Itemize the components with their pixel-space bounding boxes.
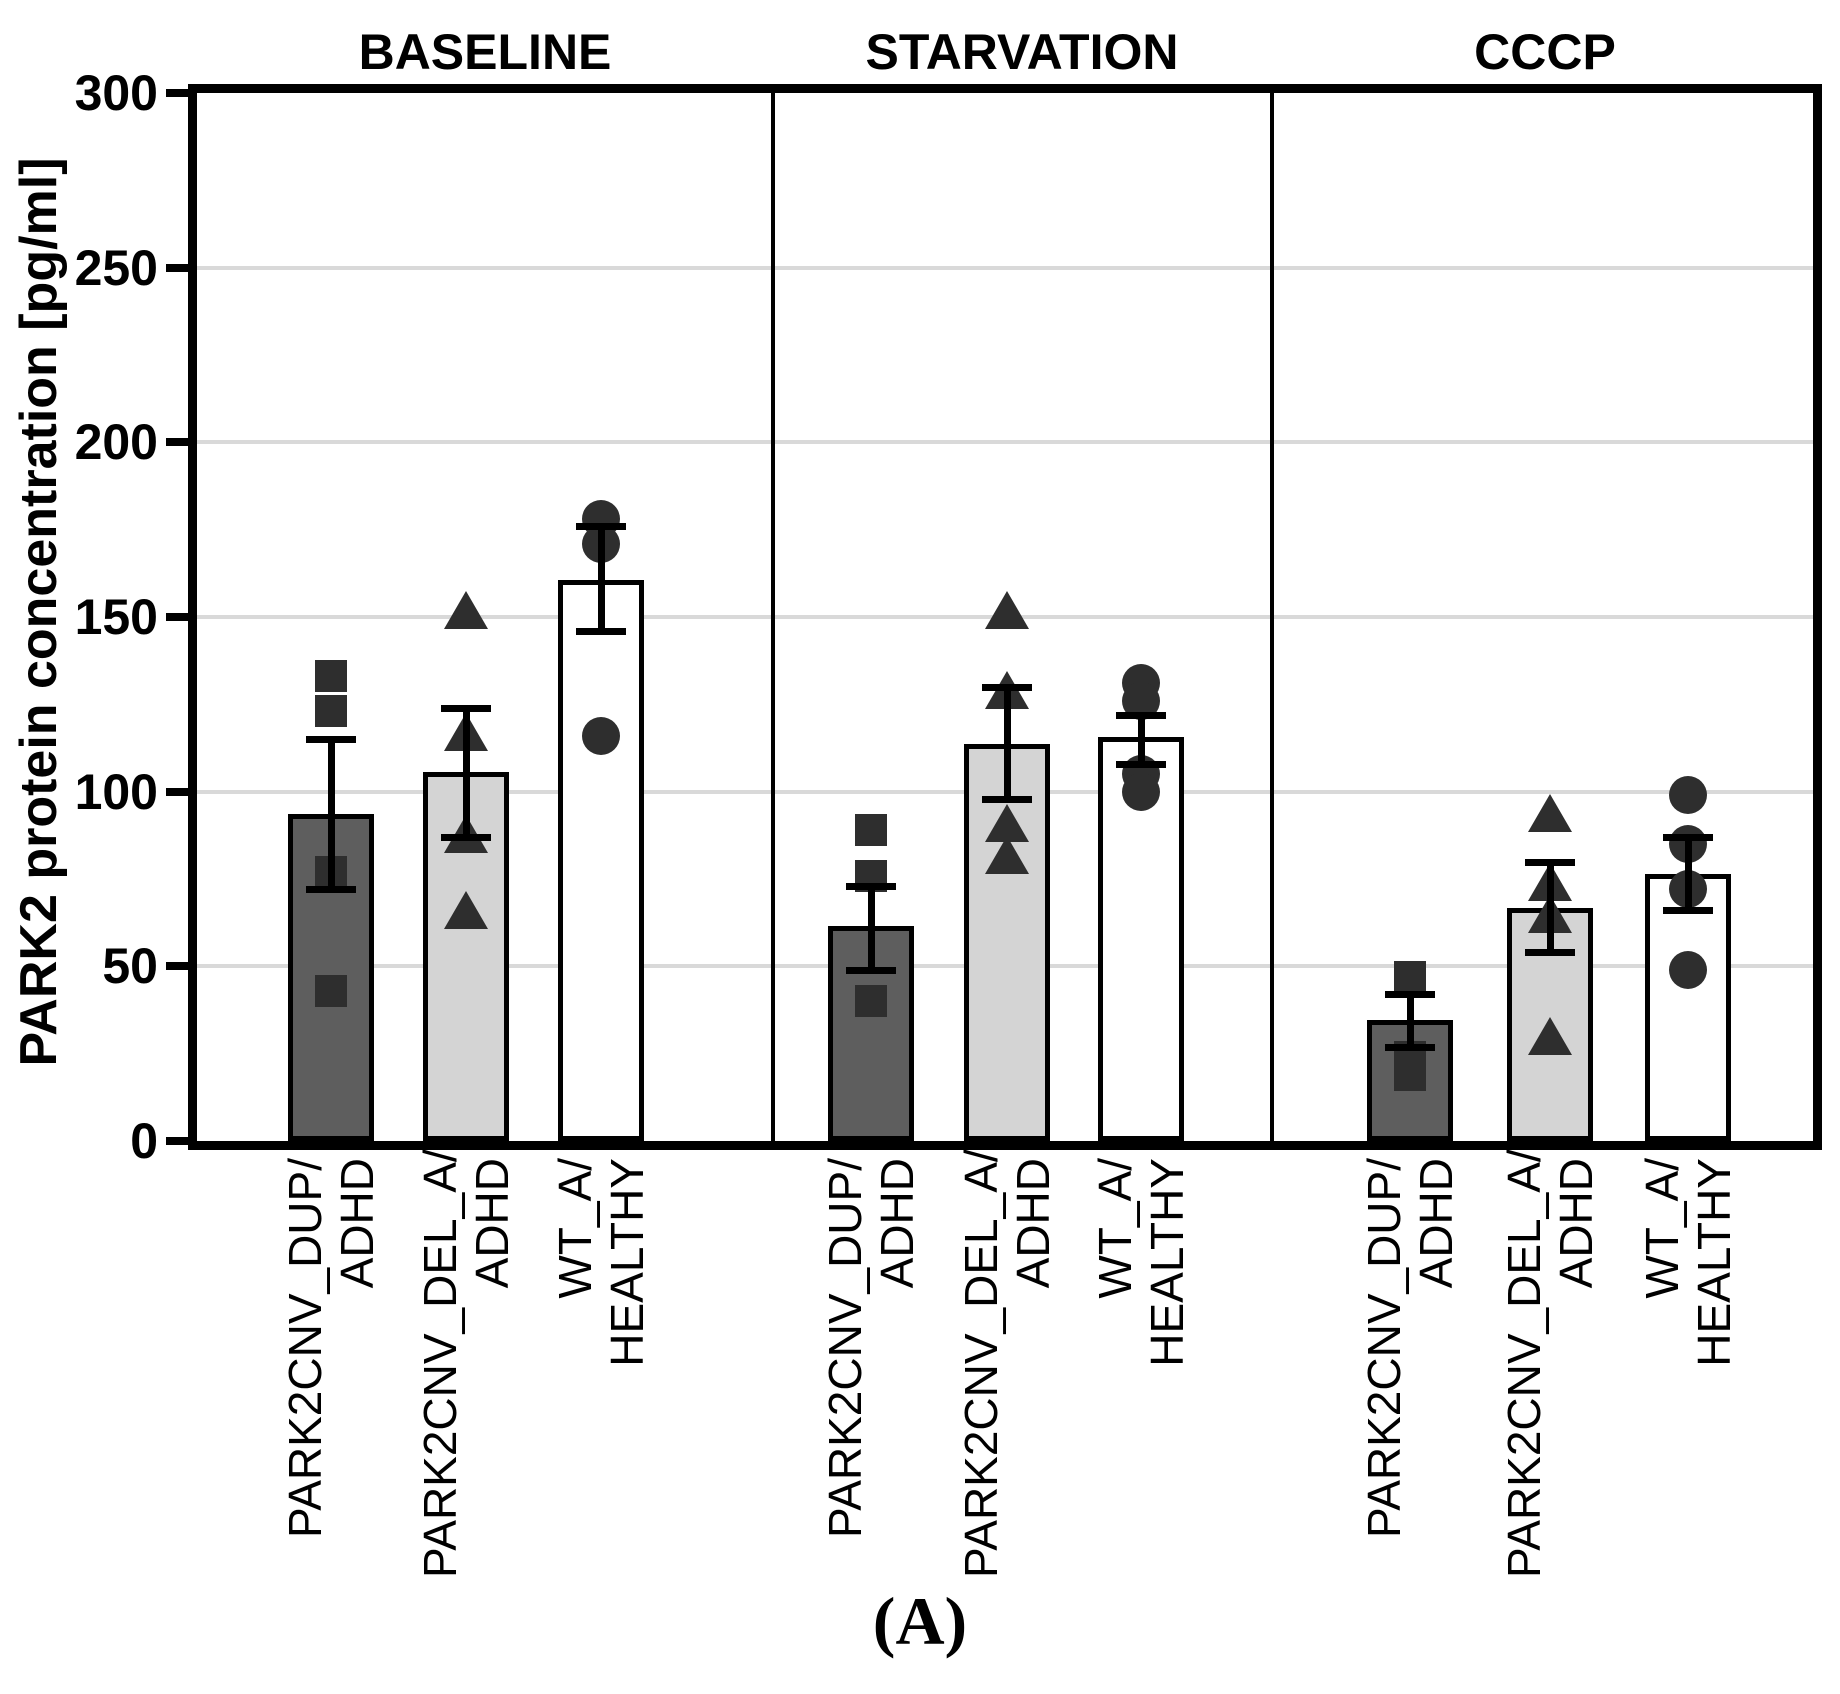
error-bar-cap-bottom bbox=[1663, 907, 1713, 915]
data-point-triangle-cccp-2-1 bbox=[1528, 793, 1572, 832]
error-bar-cap-top bbox=[576, 523, 626, 531]
y-tick-mark-0 bbox=[166, 1137, 188, 1145]
error-bar-cap-bottom bbox=[306, 886, 356, 894]
error-bar-cap-top bbox=[441, 704, 491, 712]
error-bar-cap-bottom bbox=[1116, 760, 1166, 768]
data-point-triangle-baseline-2-4 bbox=[444, 891, 488, 930]
error-bar-cap-top bbox=[1663, 834, 1713, 842]
data-point-circle-cccp-3-1 bbox=[1669, 776, 1707, 815]
y-tick-mark-150 bbox=[166, 613, 188, 621]
panel-title-cccp: CCCP bbox=[1474, 24, 1616, 80]
y-tick-mark-250 bbox=[166, 263, 188, 272]
error-bar-stem bbox=[1407, 994, 1414, 1047]
data-point-square-cccp-1-1 bbox=[1394, 960, 1426, 993]
error-bar-cap-top bbox=[1525, 858, 1575, 866]
y-tick-label-100: 100 bbox=[74, 763, 158, 820]
x-label-baseline-1: PARK2CNV_DUP/ ADHD bbox=[279, 1158, 383, 1539]
x-label-starvation-1: PARK2CNV_DUP/ ADHD bbox=[819, 1158, 923, 1539]
x-label-cccp-1: PARK2CNV_DUP/ ADHD bbox=[1358, 1158, 1462, 1539]
data-point-triangle-starvation-2-4 bbox=[985, 835, 1029, 874]
error-bar-stem bbox=[1138, 714, 1145, 764]
data-point-square-starvation-1-1 bbox=[855, 814, 887, 847]
error-bar-stem bbox=[598, 526, 605, 631]
y-tick-label-200: 200 bbox=[74, 414, 158, 471]
data-point-square-baseline-1-1 bbox=[315, 660, 347, 693]
error-bar-cap-bottom bbox=[1525, 949, 1575, 957]
y-tick-label-0: 0 bbox=[130, 1113, 158, 1169]
error-bar-cap-top bbox=[1116, 711, 1166, 719]
error-bar-stem bbox=[1004, 686, 1011, 799]
error-bar-cap-bottom bbox=[982, 795, 1032, 803]
figure-caption: (A) bbox=[872, 1583, 968, 1659]
x-label-starvation-3: WT_A/ HEALTHY bbox=[1089, 1158, 1193, 1367]
panel-title-baseline: BASELINE bbox=[358, 24, 612, 80]
data-point-circle-cccp-3-4 bbox=[1669, 950, 1707, 989]
error-bar-stem bbox=[463, 707, 470, 838]
data-point-triangle-starvation-2-1 bbox=[985, 591, 1029, 629]
error-bar-stem bbox=[1547, 861, 1554, 953]
bar-baseline-3 bbox=[558, 580, 644, 1141]
x-label-starvation-2: PARK2CNV_DEL_A/ ADHD bbox=[955, 1149, 1059, 1578]
data-point-circle-starvation-3-4 bbox=[1122, 772, 1160, 811]
y-tick-mark-50 bbox=[166, 962, 188, 971]
y-tick-mark-200 bbox=[166, 438, 188, 447]
data-point-square-baseline-1-4 bbox=[315, 974, 347, 1007]
error-bar-stem bbox=[1685, 837, 1692, 911]
x-label-baseline-3: WT_A/ HEALTHY bbox=[549, 1158, 653, 1367]
panel-divider-1 bbox=[771, 93, 775, 1141]
gridline-200 bbox=[197, 440, 1813, 445]
panel-divider-2 bbox=[1270, 93, 1274, 1141]
error-bar-stem bbox=[328, 739, 335, 890]
x-label-cccp-3: WT_A/ HEALTHY bbox=[1636, 1158, 1740, 1367]
error-bar-cap-top bbox=[1385, 991, 1435, 999]
error-bar-cap-top bbox=[306, 736, 356, 744]
y-tick-label-150: 150 bbox=[74, 589, 158, 645]
data-point-square-cccp-1-3 bbox=[1394, 1058, 1426, 1091]
data-point-square-baseline-1-2 bbox=[315, 695, 347, 728]
y-tick-label-250: 250 bbox=[74, 239, 158, 296]
data-point-triangle-baseline-2-1 bbox=[444, 591, 488, 629]
data-point-triangle-cccp-2-4 bbox=[1528, 1017, 1572, 1056]
x-label-baseline-2: PARK2CNV_DEL_A/ ADHD bbox=[414, 1149, 518, 1578]
bar-cccp-3 bbox=[1645, 873, 1731, 1141]
error-bar-stem bbox=[868, 885, 875, 970]
error-bar-cap-bottom bbox=[1385, 1043, 1435, 1051]
y-tick-label-300: 300 bbox=[74, 65, 158, 121]
error-bar-cap-bottom bbox=[441, 834, 491, 842]
data-point-square-starvation-1-3 bbox=[855, 985, 887, 1018]
y-tick-mark-300 bbox=[166, 89, 188, 97]
x-label-cccp-2: PARK2CNV_DEL_A/ ADHD bbox=[1498, 1149, 1602, 1578]
error-bar-cap-bottom bbox=[846, 966, 896, 974]
error-bar-cap-top bbox=[846, 882, 896, 890]
y-tick-mark-100 bbox=[166, 787, 188, 796]
gridline-250 bbox=[197, 265, 1813, 270]
panel-title-starvation: STARVATION bbox=[865, 24, 1179, 80]
y-tick-label-50: 50 bbox=[102, 938, 158, 995]
error-bar-cap-bottom bbox=[576, 627, 626, 635]
error-bar-cap-top bbox=[982, 683, 1032, 691]
data-point-circle-baseline-3-3 bbox=[582, 716, 620, 755]
